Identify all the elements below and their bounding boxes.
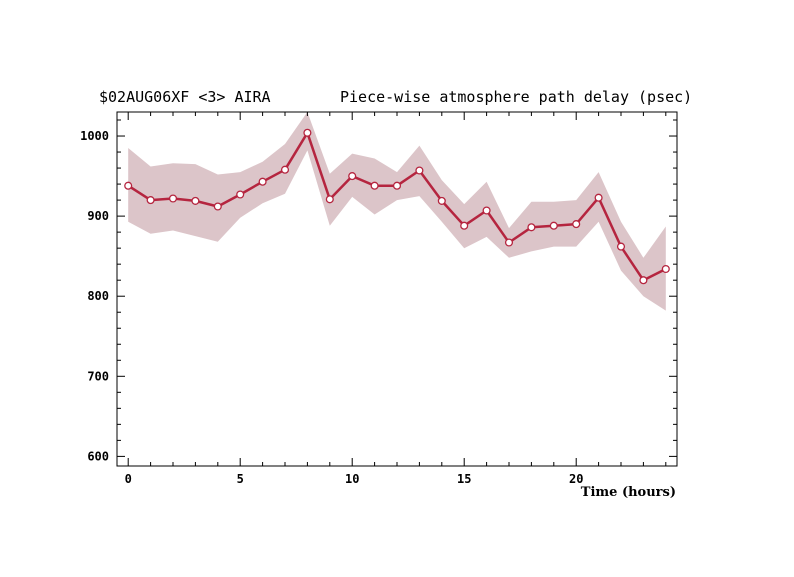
data-point: [168, 194, 178, 203]
data-point: [348, 172, 357, 181]
y-tick-label: 1000: [80, 129, 109, 143]
data-point: [258, 177, 267, 186]
data-point: [213, 202, 222, 211]
uncertainty-band: [128, 112, 666, 311]
data-point: [527, 223, 536, 232]
x-tick-label: 0: [125, 472, 132, 486]
data-point: [482, 206, 491, 215]
data-point: [370, 181, 379, 190]
y-tick-label: 700: [87, 369, 109, 383]
data-point: [303, 128, 312, 137]
data-point: [549, 221, 558, 230]
data-point: [325, 195, 334, 204]
data-point: [572, 220, 581, 229]
data-point: [191, 196, 200, 205]
data-point: [594, 193, 603, 202]
x-tick-label: 5: [237, 472, 244, 486]
y-tick-label: 800: [87, 289, 109, 303]
y-tick-label: 900: [87, 209, 109, 223]
data-point: [124, 181, 133, 190]
plot-frame: [116, 111, 678, 467]
x-tick-label: 10: [345, 472, 359, 486]
data-point: [415, 166, 424, 175]
chart-title-right: Piece-wise atmosphere path delay (psec): [340, 88, 692, 106]
x-tick-label: 20: [569, 472, 583, 486]
data-point: [504, 238, 514, 247]
data-point: [437, 196, 446, 205]
chart-title-left: $02AUG06XF <3> AIRA: [99, 88, 271, 106]
data-point: [146, 196, 155, 205]
data-point: [280, 165, 290, 174]
data-point: [392, 181, 402, 190]
x-axis-label: Time (hours): [581, 485, 676, 500]
data-point: [639, 276, 648, 285]
data-point: [236, 190, 245, 199]
data-point: [661, 264, 670, 274]
data-point: [616, 242, 626, 251]
x-tick-label: 15: [457, 472, 471, 486]
data-point: [460, 221, 469, 230]
y-tick-label: 600: [87, 449, 109, 463]
